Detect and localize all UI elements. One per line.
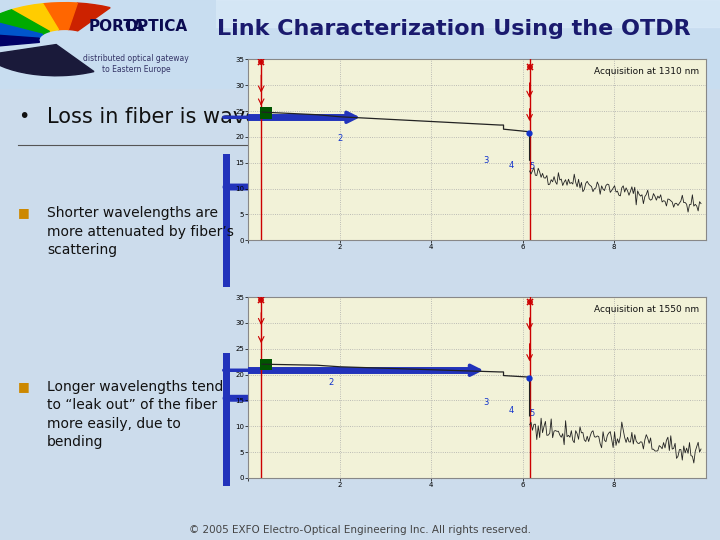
Wedge shape	[43, 3, 78, 30]
Text: Loss in fiber is wavelength-dependent: Loss in fiber is wavelength-dependent	[47, 107, 444, 127]
Text: •: •	[18, 107, 30, 126]
Bar	[261, 107, 271, 119]
Text: OPTICA: OPTICA	[124, 19, 187, 34]
Wedge shape	[0, 21, 42, 38]
Bar	[223, 154, 230, 287]
Text: 3: 3	[483, 399, 489, 407]
Bar	[261, 359, 271, 370]
Text: Link Characterization Using the OTDR: Link Characterization Using the OTDR	[217, 18, 690, 38]
Text: ■: ■	[18, 380, 30, 393]
Text: PORTA: PORTA	[89, 19, 145, 34]
Text: 2: 2	[337, 133, 343, 143]
Text: Acquisition at 1550 nm: Acquisition at 1550 nm	[593, 305, 698, 314]
Text: 5: 5	[529, 409, 534, 418]
Text: © 2005 EXFO Electro-Optical Engineering Inc. All rights reserved.: © 2005 EXFO Electro-Optical Engineering …	[189, 524, 531, 535]
Text: 4: 4	[508, 161, 514, 170]
Wedge shape	[0, 45, 94, 76]
Bar	[223, 353, 230, 486]
Wedge shape	[68, 3, 110, 31]
Text: ■: ■	[18, 206, 30, 219]
Wedge shape	[0, 33, 40, 48]
Text: Shorter wavelengths are
more attenuated by fiber’s
scattering: Shorter wavelengths are more attenuated …	[47, 206, 234, 257]
Text: 4: 4	[508, 406, 514, 415]
Text: 2: 2	[328, 377, 333, 387]
Text: 3: 3	[483, 156, 489, 165]
Text: 5: 5	[529, 161, 534, 171]
Text: OTDR General Theory: OTDR General Theory	[318, 59, 589, 79]
Text: Longer wavelengths tend
to “leak out” of the fiber
more easily, due to
bending: Longer wavelengths tend to “leak out” of…	[47, 380, 223, 449]
Text: Acquisition at 1310 nm: Acquisition at 1310 nm	[593, 67, 698, 76]
Wedge shape	[0, 10, 50, 35]
Wedge shape	[12, 4, 58, 31]
Text: distributed optical gateway
to Eastern Europe: distributed optical gateway to Eastern E…	[84, 55, 189, 74]
